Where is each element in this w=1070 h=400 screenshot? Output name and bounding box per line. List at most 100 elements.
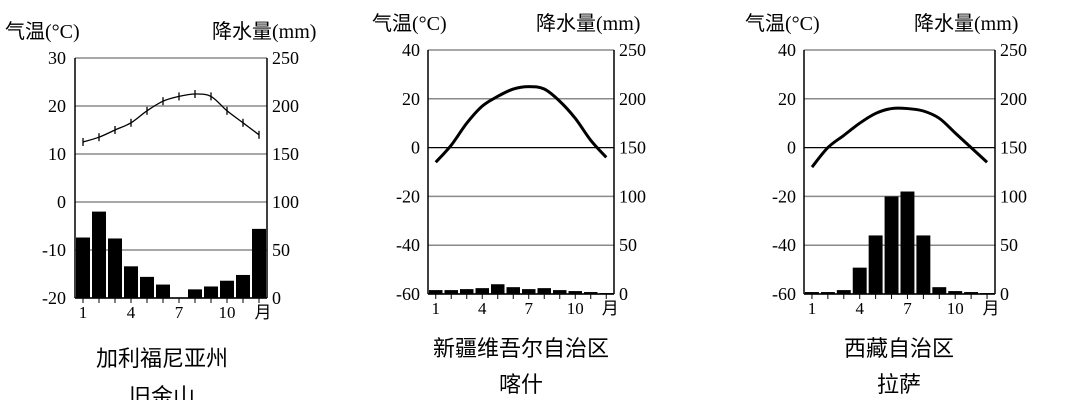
- station-caption: 西藏自治区: [844, 336, 954, 361]
- left-tick-label: -60: [772, 284, 796, 304]
- precip-bar: [836, 290, 851, 294]
- precip-bar: [805, 292, 819, 294]
- precip-bar: [522, 289, 536, 294]
- month-label: 4: [478, 299, 487, 318]
- left-tick-label: 30: [48, 48, 66, 68]
- right-tick-label: 150: [272, 144, 299, 164]
- right-tick-label: 100: [1000, 186, 1027, 206]
- month-unit: 月: [602, 299, 619, 318]
- right-tick-label: 200: [272, 96, 299, 116]
- temperature-line: [810, 106, 989, 169]
- precip-bar: [553, 290, 567, 294]
- month-unit: 月: [983, 299, 1000, 318]
- left-tick-label: 20: [48, 96, 66, 116]
- precip-bar: [444, 290, 458, 294]
- left-tick-label: -20: [396, 186, 420, 206]
- precip-bar: [900, 191, 915, 294]
- precip-bar: [884, 196, 899, 294]
- climate-chart-2: 气温(°C) 降水量(mm)40200-20-40-602502001501005…: [372, 12, 646, 397]
- right-tick-label: 0: [619, 284, 628, 304]
- right-tick-label: 0: [272, 288, 281, 308]
- precip-bar: [568, 291, 582, 294]
- right-tick-label: 0: [1000, 284, 1009, 304]
- y-axis-left-title: 气温(°C): [372, 12, 447, 35]
- y-axis-left-title: 气温(°C): [745, 12, 820, 35]
- left-tick-label: -60: [396, 284, 420, 304]
- precip-bar: [964, 292, 979, 294]
- station-caption: 喀什: [499, 372, 543, 397]
- month-label: 7: [175, 303, 184, 322]
- right-tick-label: 200: [1000, 89, 1027, 109]
- month-label: 10: [219, 303, 236, 322]
- right-tick-label: 250: [619, 40, 646, 60]
- right-tick-label: 100: [272, 192, 299, 212]
- y-axis-right-title: 降水量(mm): [212, 20, 316, 43]
- precip-bar: [108, 238, 122, 298]
- month-label: 1: [432, 299, 441, 318]
- month-label: 4: [855, 299, 864, 318]
- month-unit: 月: [255, 303, 272, 322]
- right-tick-label: 250: [1000, 40, 1027, 60]
- station-caption: 拉萨: [877, 372, 921, 397]
- station-caption: 旧金山: [129, 384, 195, 400]
- precip-bar: [76, 237, 90, 298]
- left-tick-label: 40: [778, 40, 796, 60]
- right-tick-label: 150: [1000, 138, 1027, 158]
- precip-bar: [916, 235, 931, 294]
- left-tick-label: 40: [402, 40, 420, 60]
- left-tick-label: -40: [396, 235, 420, 255]
- precip-bar: [220, 280, 234, 298]
- temperature-line: [434, 85, 608, 164]
- precip-bar: [537, 288, 551, 294]
- left-tick-label: -20: [42, 288, 66, 308]
- precip-bar: [236, 274, 250, 298]
- climate-chart-3: 气温(°C) 降水量(mm)40200-20-40-602502001501005…: [745, 12, 1027, 397]
- y-axis-right-title: 降水量(mm): [914, 12, 1018, 35]
- precip-bar: [156, 284, 170, 298]
- month-label: 10: [947, 299, 964, 318]
- precip-bar: [820, 292, 835, 294]
- left-tick-label: 20: [402, 89, 420, 109]
- temperature-line: [82, 93, 260, 143]
- right-tick-label: 200: [619, 89, 646, 109]
- left-tick-label: 0: [411, 138, 420, 158]
- right-tick-label: 50: [272, 240, 290, 260]
- left-tick-label: 20: [778, 89, 796, 109]
- precip-bar: [506, 287, 520, 294]
- right-tick-label: 50: [1000, 235, 1018, 255]
- precip-bar: [852, 267, 867, 294]
- right-tick-label: 100: [619, 186, 646, 206]
- month-label: 1: [808, 299, 817, 318]
- precip-bar: [491, 284, 505, 294]
- precip-bar: [124, 266, 138, 298]
- precip-bar: [475, 288, 489, 294]
- left-tick-label: -40: [772, 235, 796, 255]
- precip-bar: [429, 290, 443, 294]
- month-label: 1: [79, 303, 88, 322]
- precip-bar: [92, 211, 106, 298]
- precip-bar: [188, 289, 202, 298]
- station-caption: 新疆维吾尔自治区: [433, 336, 609, 361]
- right-tick-label: 50: [619, 235, 637, 255]
- left-tick-label: 0: [787, 138, 796, 158]
- left-tick-label: -10: [42, 240, 66, 260]
- precip-bar: [948, 291, 963, 294]
- station-caption: 加利福尼亚州: [96, 346, 228, 371]
- left-tick-label: 0: [57, 192, 66, 212]
- y-axis-left-title: 气温(°C): [5, 20, 80, 43]
- climate-chart-1: 气温(°C) 降水量(mm)3020100-10-2025020015010050…: [5, 20, 316, 400]
- right-tick-label: 150: [619, 138, 646, 158]
- month-label: 7: [525, 299, 534, 318]
- precip-bar: [932, 287, 947, 294]
- left-tick-label: -20: [772, 186, 796, 206]
- month-label: 10: [567, 299, 584, 318]
- precip-bar: [460, 289, 474, 294]
- month-label: 4: [127, 303, 136, 322]
- y-axis-right-title: 降水量(mm): [536, 12, 640, 35]
- right-tick-label: 250: [272, 48, 299, 68]
- left-tick-label: 10: [48, 144, 66, 164]
- precip-bar: [140, 276, 154, 298]
- precip-bar: [584, 292, 598, 294]
- precip-bar: [204, 286, 218, 298]
